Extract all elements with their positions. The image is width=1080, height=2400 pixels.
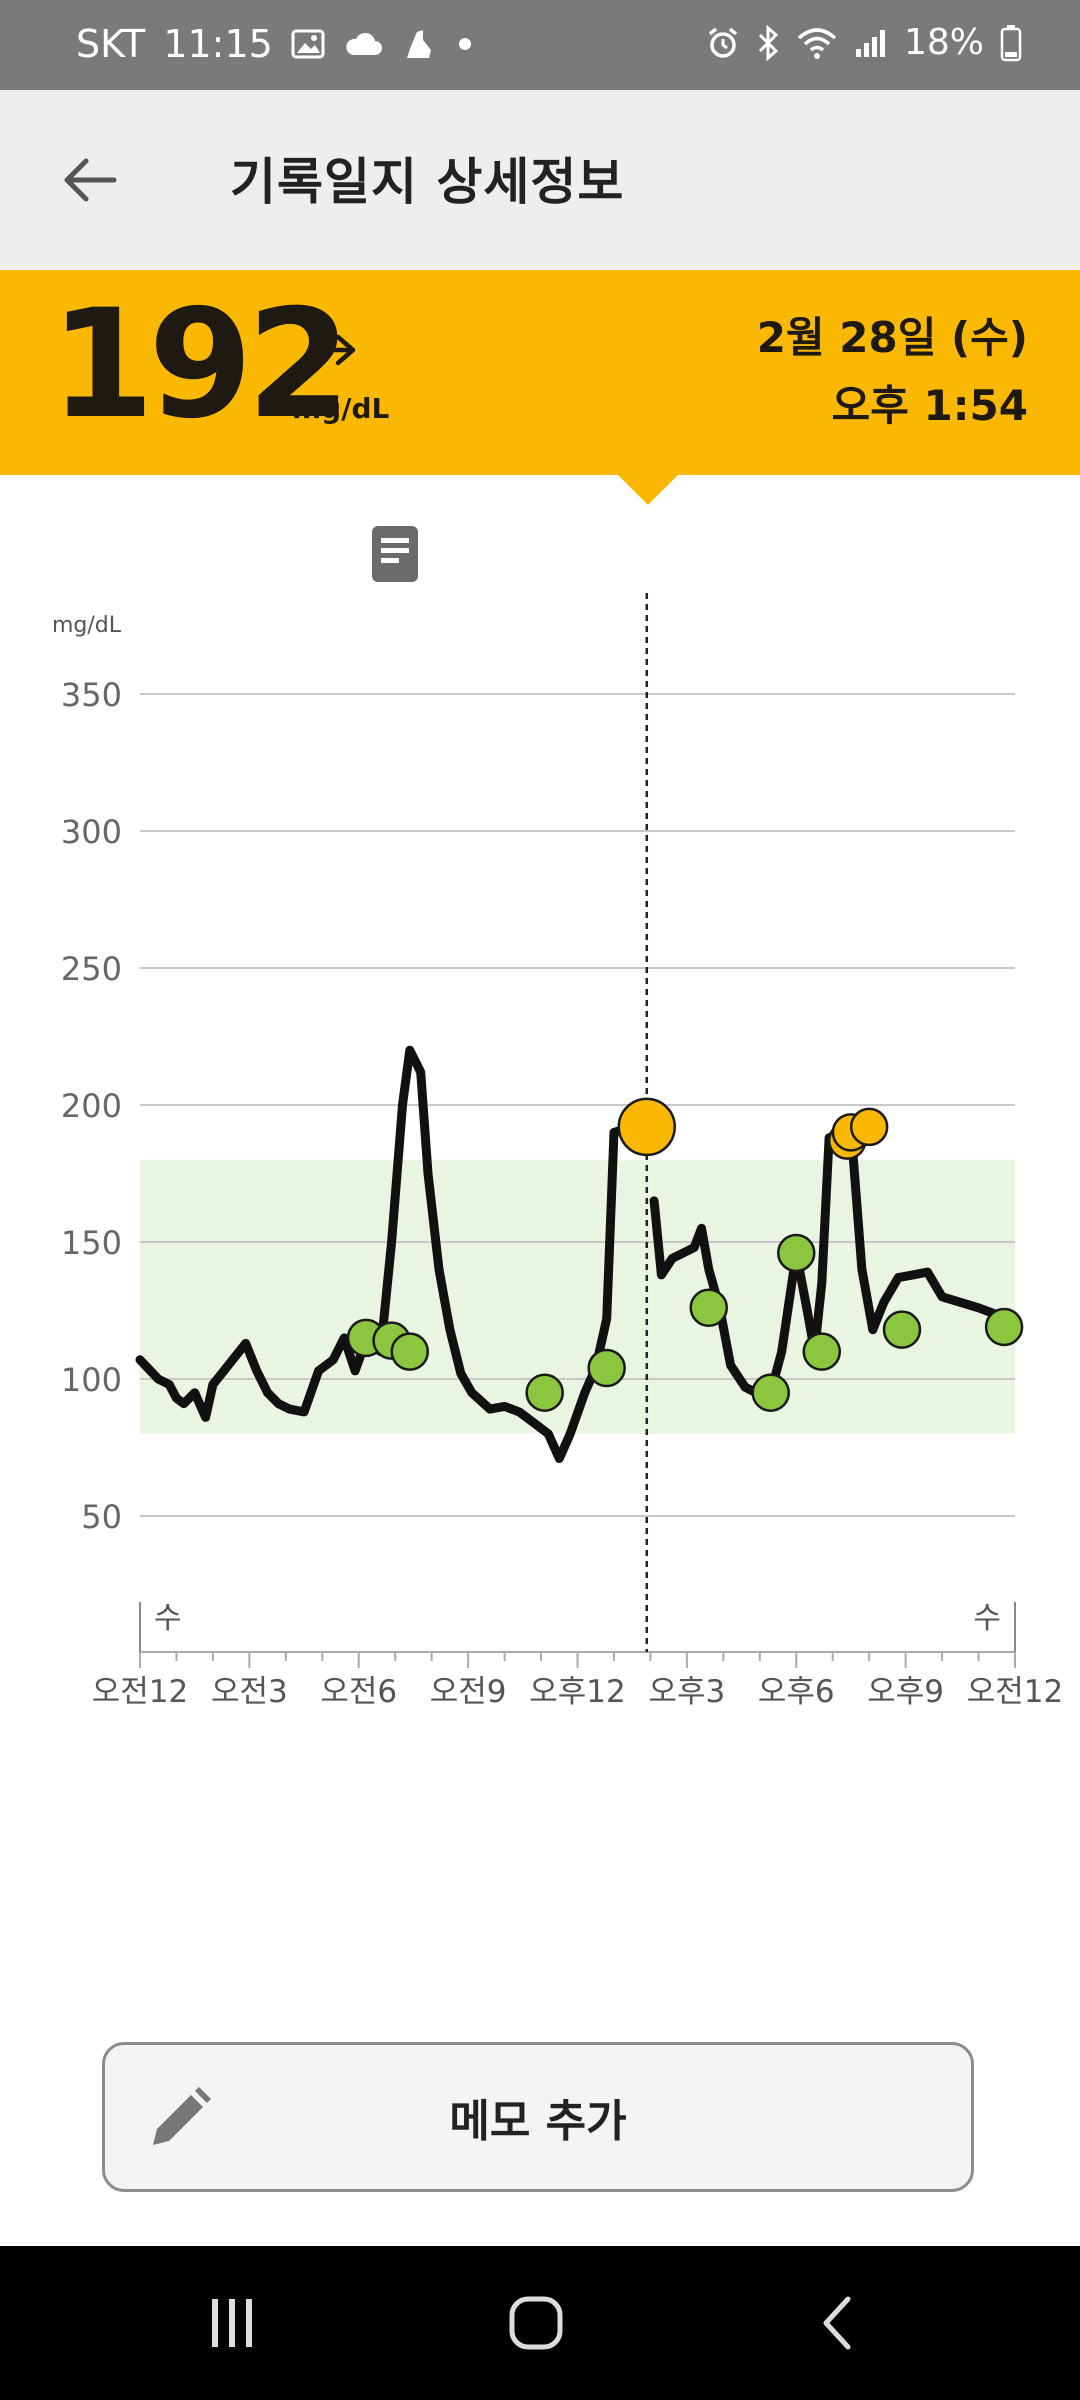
glucose-unit: mg/dL [292,392,390,425]
add-memo-button[interactable]: 메모 추가 [102,2042,974,2192]
y-tick-label: 300 [61,813,122,851]
status-bar-right: 18% [706,22,1022,63]
back-nav-icon [823,2296,851,2350]
y-tick-label: 150 [61,1224,122,1262]
day-label-start: 수 [154,1601,182,1636]
x-tick-label: 오후12 [529,1674,626,1710]
y-tick-label: 350 [61,676,122,714]
dot-icon [453,32,477,56]
reading-banner: 192 mg/dL 2월 28일 (수) 오후 1:54 [0,270,1080,475]
y-tick-label: 50 [81,1498,122,1536]
y-axis-unit-label: mg/dL [52,613,122,638]
page-title: 기록일지 상세정보 [230,153,625,211]
reading-marker-in-range[interactable] [777,1233,816,1273]
battery-icon [1000,24,1022,62]
reading-marker-in-range[interactable] [689,1288,728,1328]
carrier-label: SKT [76,22,146,66]
x-tick-label: 오전3 [211,1674,288,1710]
recent-apps-icon [212,2299,252,2347]
x-tick-label: 오후3 [648,1674,725,1710]
glucose-line-segment [135,1045,652,1463]
status-bar: SKT 11:15 18% [0,0,1080,90]
y-tick-label: 200 [61,1087,122,1125]
wifi-icon [796,26,838,60]
reading-marker-in-range[interactable] [802,1332,842,1371]
status-bar-left: SKT 11:15 [76,22,477,66]
day-label-end: 수 [973,1601,1001,1636]
reading-marker-in-range[interactable] [882,1310,922,1349]
glucose-line-segment [649,1122,1020,1398]
add-memo-label: 메모 추가 [449,2096,627,2147]
y-tick-label: 100 [61,1361,122,1399]
reading-marker-in-range[interactable] [751,1373,790,1412]
x-tick-label: 오전12 [92,1674,189,1710]
cloud-icon [343,31,383,57]
x-tick-label: 오전12 [967,1674,1064,1710]
reading-marker-high[interactable] [849,1107,889,1147]
selected-reading-marker[interactable] [617,1097,677,1157]
reading-marker-in-range[interactable] [525,1373,564,1412]
back-button[interactable] [50,145,130,215]
recent-apps-button[interactable] [132,2246,332,2400]
x-tick-label: 오전9 [430,1674,507,1710]
system-nav-bar [0,2246,1080,2400]
home-button[interactable] [436,2246,636,2400]
reading-marker-in-range[interactable] [587,1348,626,1388]
bluetooth-icon [756,24,780,61]
pencil-icon [147,2085,213,2155]
signal-icon [854,27,888,59]
app-header: 기록일지 상세정보 [0,90,1080,270]
reading-time: 오후 1:54 [831,381,1028,430]
trend-arrow-icon [310,330,360,374]
gallery-icon [291,29,325,59]
home-icon [509,2296,563,2350]
banner-pointer [618,475,678,505]
reading-marker-in-range[interactable] [984,1307,1024,1347]
clock: 11:15 [163,22,273,66]
battery-percent: 18% [903,22,984,63]
y-tick-label: 250 [61,950,122,988]
note-icon[interactable] [372,526,418,586]
back-nav-button[interactable] [740,2246,940,2400]
x-tick-label: 오후6 [758,1674,835,1710]
reading-marker-in-range[interactable] [390,1332,430,1371]
glucose-value: 192 [50,278,351,452]
back-arrow-icon [64,158,117,202]
x-tick-label: 오전6 [320,1674,397,1710]
alarm-icon [706,26,740,60]
shoe-icon [401,26,435,62]
x-tick-label: 오후9 [867,1674,944,1710]
reading-date: 2월 28일 (수) [756,313,1028,362]
